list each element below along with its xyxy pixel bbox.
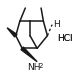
Polygon shape [21, 47, 37, 62]
Polygon shape [7, 28, 17, 37]
Text: HCl: HCl [57, 34, 73, 43]
Text: HCl: HCl [57, 34, 73, 43]
Text: NH: NH [27, 63, 41, 72]
Text: 2: 2 [38, 63, 43, 69]
Text: H: H [53, 20, 60, 29]
